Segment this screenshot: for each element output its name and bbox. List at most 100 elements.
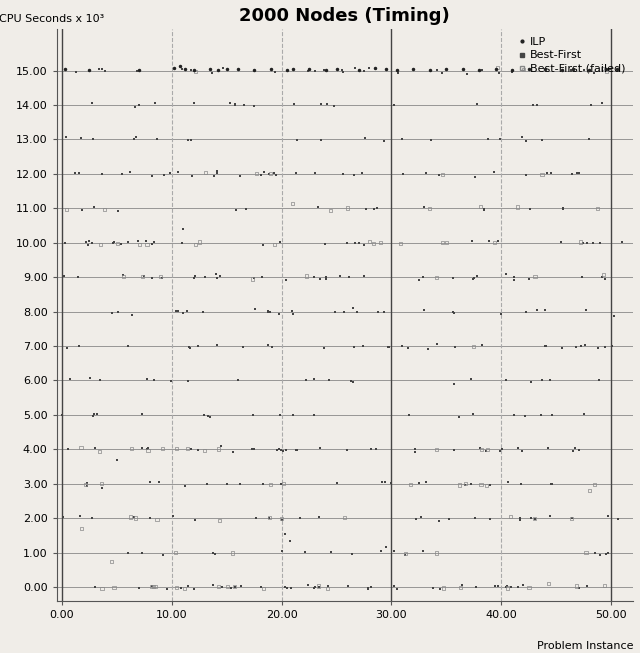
Point <box>467 236 477 246</box>
Point <box>278 479 289 489</box>
Point <box>303 66 313 76</box>
Point <box>310 65 321 76</box>
Point <box>401 549 411 559</box>
Point <box>485 480 495 490</box>
Point <box>570 342 580 352</box>
Point <box>545 511 556 521</box>
Point <box>58 410 68 421</box>
Point <box>454 480 465 490</box>
Point <box>278 446 289 456</box>
Point <box>573 445 584 456</box>
Point <box>77 204 87 215</box>
Point <box>321 99 332 109</box>
Point <box>147 581 157 591</box>
Point <box>589 479 600 490</box>
Point <box>348 303 358 313</box>
Point <box>248 409 259 420</box>
Point <box>125 512 136 522</box>
Point <box>361 204 371 214</box>
Point <box>250 101 260 111</box>
Point <box>362 582 372 593</box>
Point <box>145 477 156 487</box>
Point <box>476 479 486 490</box>
Point <box>338 168 348 179</box>
Point <box>524 582 534 593</box>
Point <box>308 583 319 594</box>
Point <box>592 204 602 214</box>
Point <box>603 548 613 558</box>
Point <box>462 69 472 79</box>
Point <box>579 409 589 419</box>
Point <box>190 515 200 525</box>
Point <box>142 240 152 250</box>
Point <box>364 62 374 72</box>
Point <box>431 339 442 349</box>
Point <box>524 64 534 74</box>
Point <box>158 443 168 453</box>
Point <box>530 513 540 524</box>
Point <box>339 512 349 522</box>
Point <box>481 446 491 456</box>
Point <box>189 98 199 108</box>
Point <box>377 477 387 487</box>
Point <box>95 375 105 385</box>
Point <box>81 479 91 490</box>
Point <box>134 239 145 249</box>
Point <box>89 409 99 420</box>
Point <box>116 168 127 179</box>
Point <box>62 343 72 353</box>
Point <box>507 67 517 77</box>
Point <box>300 547 310 558</box>
Point <box>324 374 334 385</box>
Point <box>405 480 415 490</box>
Point <box>271 445 282 455</box>
Point <box>124 167 134 178</box>
Point <box>282 65 292 75</box>
Point <box>492 62 502 72</box>
Point <box>147 171 157 182</box>
Point <box>141 444 152 454</box>
Point <box>425 65 435 75</box>
Point <box>97 583 107 594</box>
Point <box>512 202 522 212</box>
Point <box>403 342 413 353</box>
Point <box>88 134 98 144</box>
Point <box>147 238 157 249</box>
Point <box>342 238 352 248</box>
Point <box>211 273 221 283</box>
Point <box>141 236 151 246</box>
Point <box>545 374 555 385</box>
Point <box>546 168 556 178</box>
Point <box>74 168 84 178</box>
Point <box>275 445 285 455</box>
Point <box>342 445 353 455</box>
Point <box>221 479 232 489</box>
Point <box>411 513 421 524</box>
Point <box>170 547 180 558</box>
Point <box>589 547 600 558</box>
Point <box>468 341 479 351</box>
Point <box>454 412 464 422</box>
Point <box>270 67 280 78</box>
Point <box>198 307 208 317</box>
Point <box>438 169 448 180</box>
Point <box>613 514 623 524</box>
Point <box>433 169 444 180</box>
Point <box>532 305 543 315</box>
Point <box>87 513 97 523</box>
Point <box>282 582 292 593</box>
Point <box>295 513 305 523</box>
Point <box>496 309 506 319</box>
Point <box>413 478 424 488</box>
Point <box>326 205 336 215</box>
Point <box>308 409 319 420</box>
Point <box>584 65 595 75</box>
Point <box>235 479 245 490</box>
Point <box>145 513 155 524</box>
Point <box>418 272 428 282</box>
Point <box>468 274 478 285</box>
Point <box>97 64 108 74</box>
Point <box>537 375 547 385</box>
Point <box>572 581 582 591</box>
Point <box>250 513 260 524</box>
